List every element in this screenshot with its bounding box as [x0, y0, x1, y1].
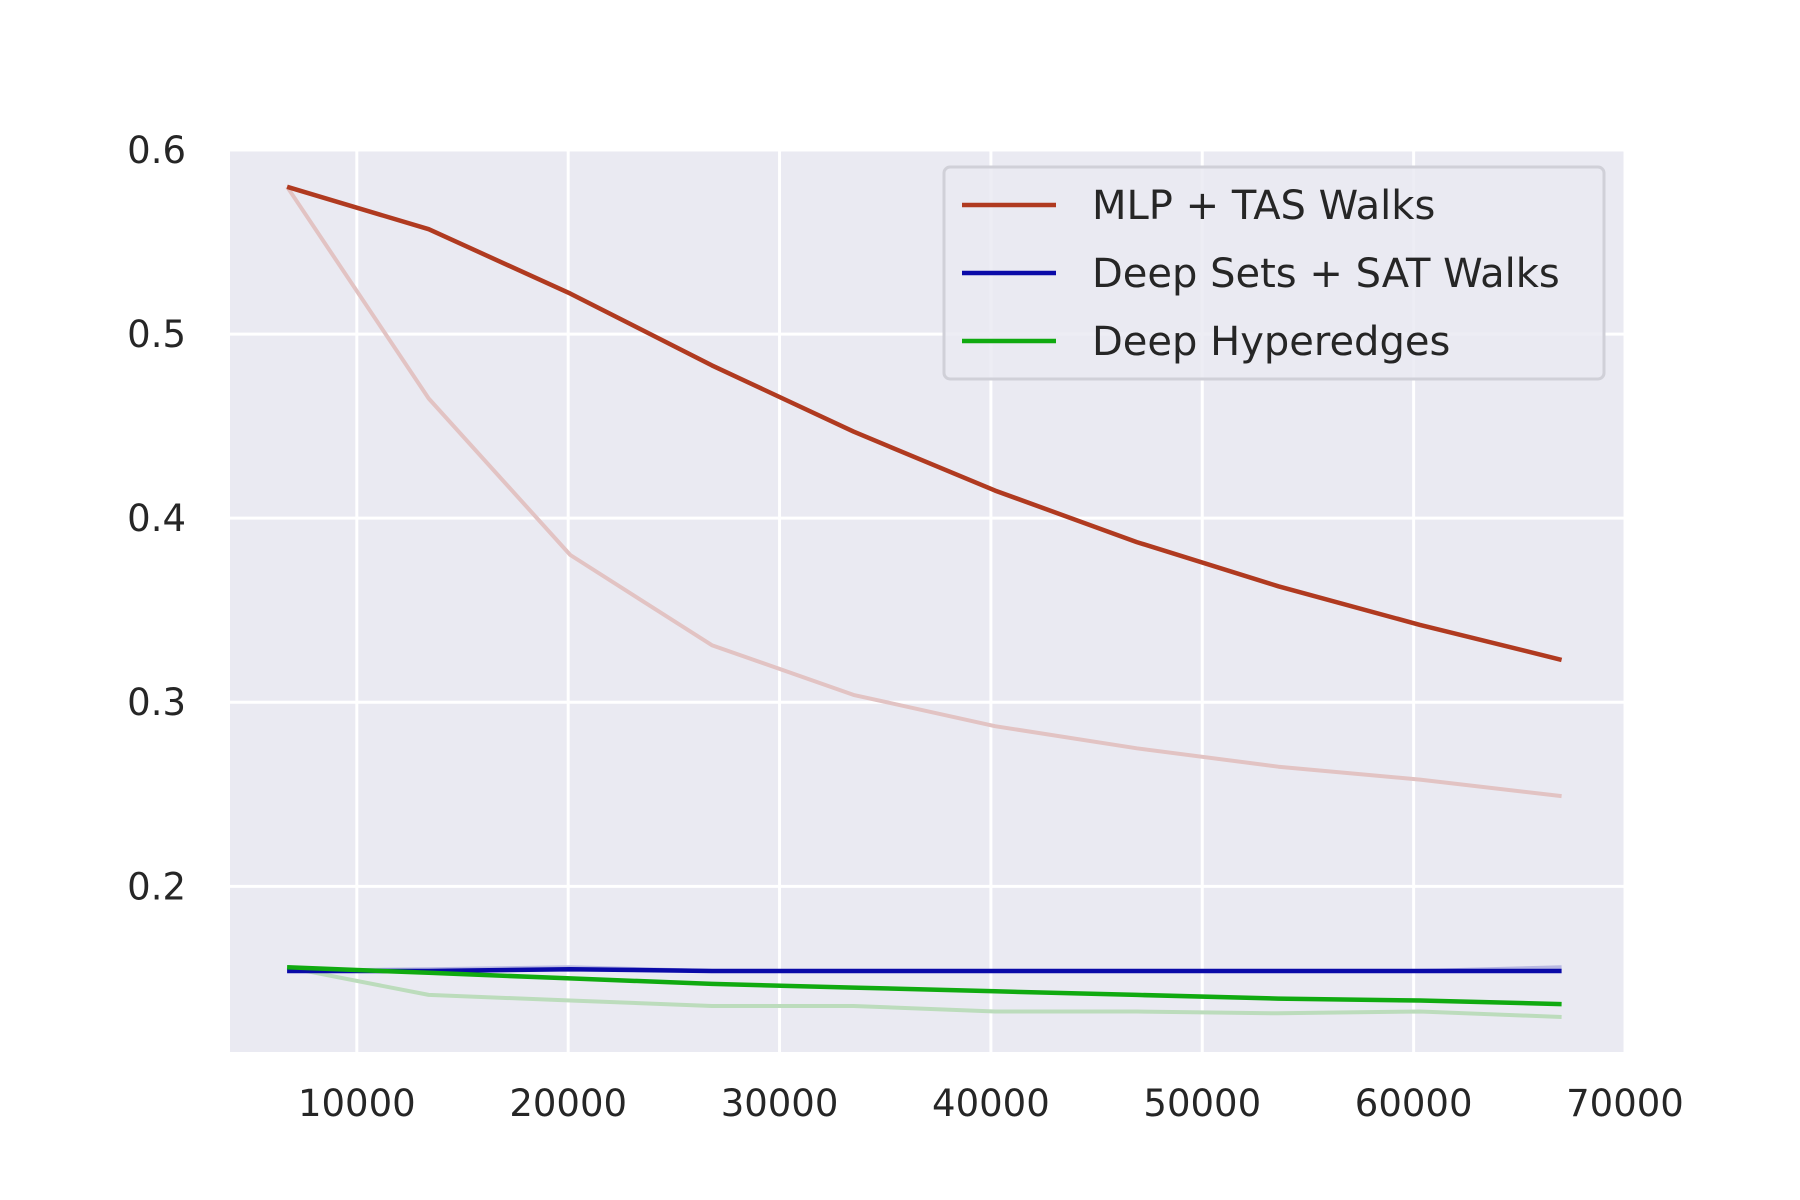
y-tick-label: 0.3 — [127, 681, 186, 724]
raw-series-line — [286, 965, 1562, 1019]
y-tick-label: 0.2 — [127, 865, 186, 908]
legend: MLP + TAS Walks Deep Sets + SAT Walks Deep… — [942, 165, 1606, 381]
x-tick-label: 10000 — [298, 1082, 416, 1125]
x-tick-label: 60000 — [1355, 1082, 1473, 1125]
raw-series-line — [285, 185, 1562, 799]
legend-box — [942, 165, 1606, 381]
x-axis-tick-labels: 10000 20000 30000 40000 50000 60000 70000 — [298, 1082, 1684, 1125]
y-tick-label: 0.6 — [127, 129, 186, 172]
legend-label: Deep Sets + SAT Walks — [1092, 251, 1560, 297]
x-tick-label: 50000 — [1143, 1082, 1261, 1125]
x-tick-label: 20000 — [509, 1082, 627, 1125]
legend-label: MLP + TAS Walks — [1092, 183, 1435, 229]
x-tick-label: 40000 — [932, 1082, 1050, 1125]
legend-label: Deep Hyperedges — [1092, 319, 1450, 365]
x-tick-label: 30000 — [721, 1082, 839, 1125]
y-tick-label: 0.4 — [127, 497, 186, 540]
y-axis-tick-labels: 0.2 0.3 0.4 0.5 0.6 — [127, 129, 186, 908]
x-tick-label: 70000 — [1566, 1082, 1684, 1125]
series-line-mlp-tas-walks — [286, 184, 1563, 663]
series-line-deep-hyperedges — [287, 965, 1562, 1007]
series-line-deep-sets-sat-walks — [287, 966, 1562, 974]
y-tick-label: 0.5 — [127, 313, 186, 356]
series-lines — [286, 184, 1563, 1007]
